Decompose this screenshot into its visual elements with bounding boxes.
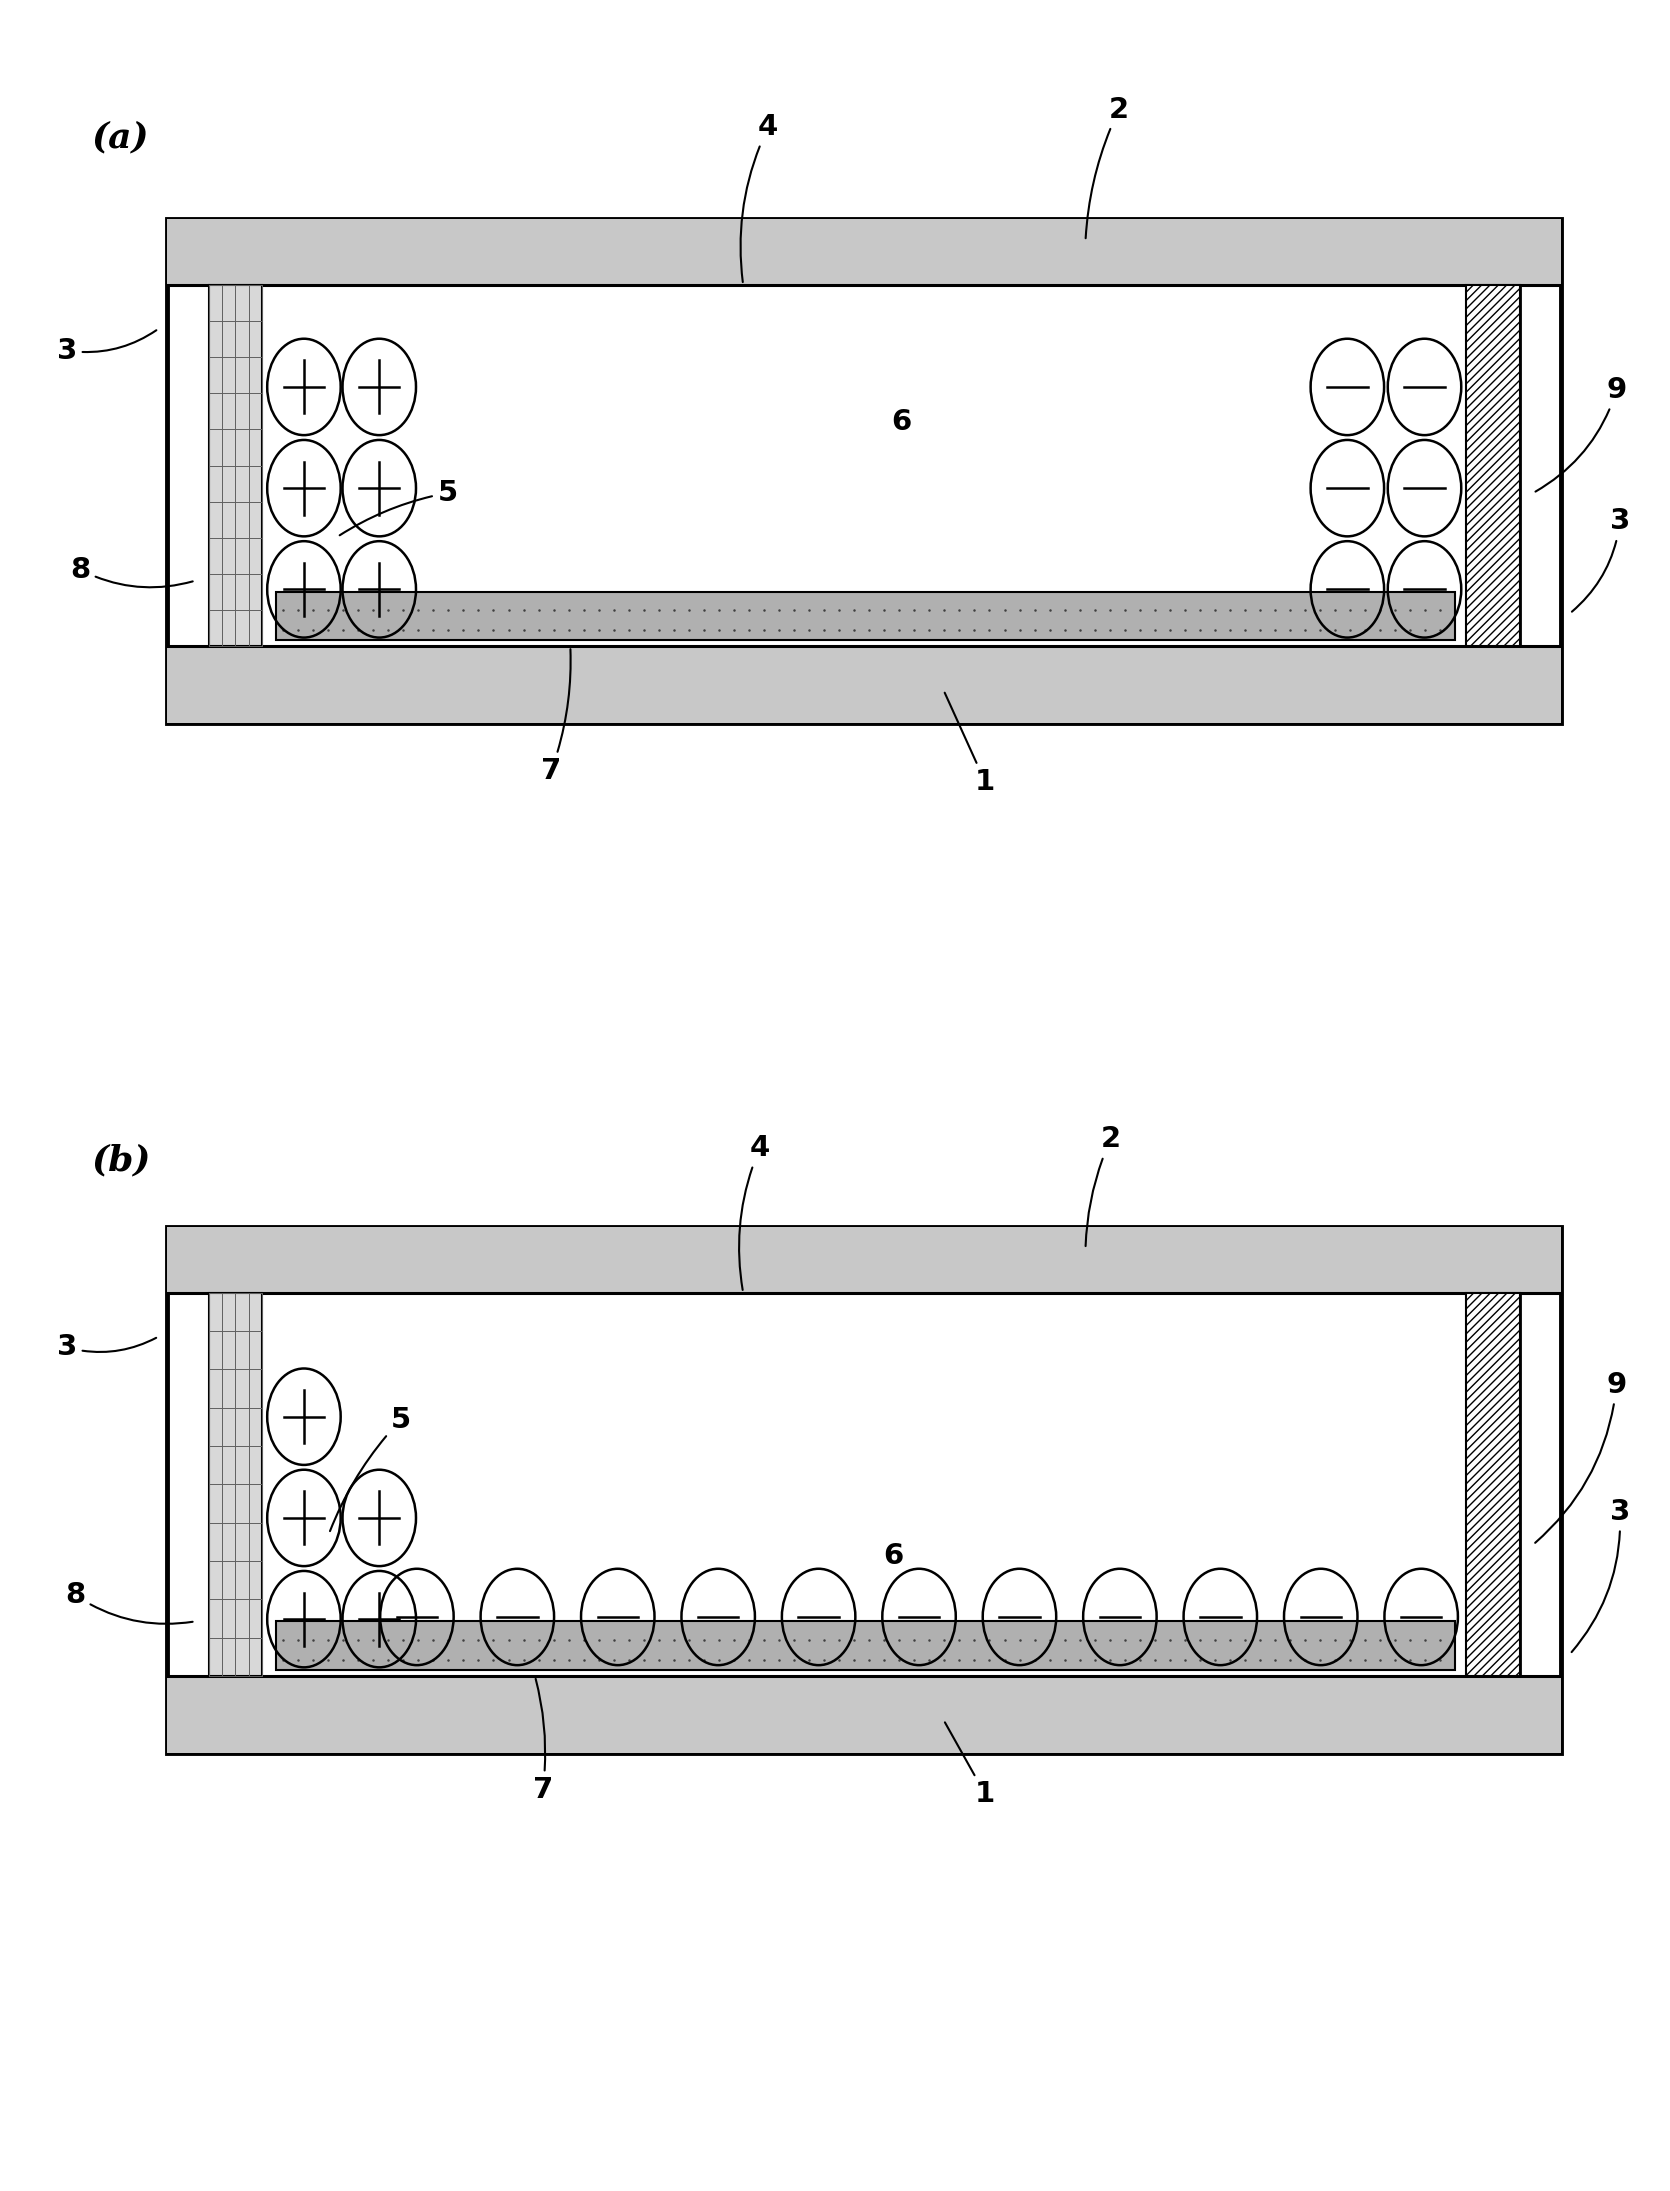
Text: 2: 2 bbox=[1086, 1126, 1121, 1247]
Text: 7: 7 bbox=[533, 1678, 553, 1803]
Bar bbox=[167, 1227, 1561, 1293]
Text: 8: 8 bbox=[65, 1582, 192, 1624]
Text: 6: 6 bbox=[883, 1542, 903, 1569]
Text: 9: 9 bbox=[1535, 377, 1627, 491]
Bar bbox=[167, 219, 1561, 723]
Text: (b): (b) bbox=[92, 1144, 152, 1179]
Text: 3: 3 bbox=[57, 331, 157, 364]
Text: 9: 9 bbox=[1535, 1372, 1627, 1542]
Bar bbox=[1466, 1293, 1520, 1676]
Text: 5: 5 bbox=[339, 480, 458, 535]
Text: 3: 3 bbox=[1571, 1499, 1630, 1652]
Bar bbox=[209, 285, 262, 646]
Bar bbox=[276, 1621, 1455, 1670]
Text: 8: 8 bbox=[70, 557, 192, 587]
Text: 4: 4 bbox=[740, 114, 778, 283]
Bar bbox=[1466, 285, 1520, 646]
Bar bbox=[209, 1293, 262, 1676]
Text: 3: 3 bbox=[1571, 508, 1630, 611]
Text: 1: 1 bbox=[945, 1722, 995, 1808]
Bar bbox=[276, 592, 1455, 640]
Text: (a): (a) bbox=[92, 121, 150, 156]
Text: 2: 2 bbox=[1086, 96, 1129, 239]
Text: 3: 3 bbox=[57, 1334, 157, 1361]
Text: 5: 5 bbox=[331, 1407, 411, 1532]
Text: 7: 7 bbox=[541, 649, 571, 784]
Bar bbox=[167, 1227, 1561, 1753]
Bar bbox=[167, 646, 1561, 723]
Text: 6: 6 bbox=[892, 408, 912, 436]
Text: 4: 4 bbox=[740, 1135, 770, 1290]
Bar bbox=[167, 1676, 1561, 1753]
Text: 1: 1 bbox=[945, 692, 995, 795]
Bar bbox=[167, 219, 1561, 285]
